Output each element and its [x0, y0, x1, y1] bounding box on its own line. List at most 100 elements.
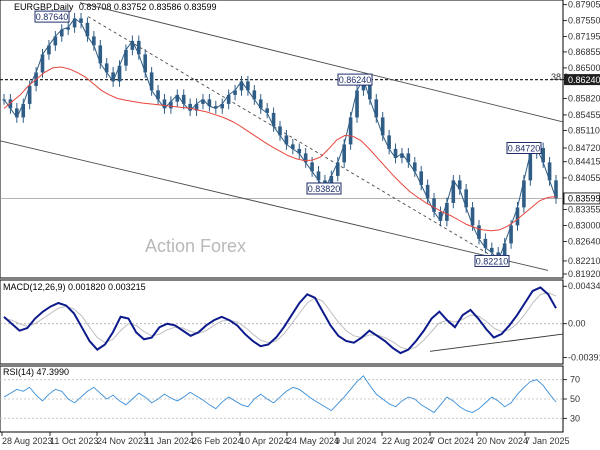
price-axis-label: 0.84055	[568, 173, 600, 183]
price-bar-body	[335, 162, 340, 176]
price-axis-label: 0.84415	[568, 157, 600, 167]
price-bar-body	[21, 103, 26, 118]
price-bar-body	[79, 18, 83, 23]
macd-panel-frame	[0, 279, 564, 365]
price-tag-text: 0.83599	[568, 194, 600, 204]
price-bar-body	[374, 99, 379, 118]
rsi-line	[3, 375, 557, 414]
price-bar-body	[66, 27, 70, 30]
price-bar-body	[85, 22, 90, 37]
price-bar-body	[522, 180, 526, 208]
price-bar-body	[59, 29, 64, 37]
channel-upper-line	[79, 2, 564, 123]
symbol-label: EURGBP,Daily	[14, 2, 74, 12]
price-axis-label: 0.87195	[568, 32, 600, 42]
price-axis-label: 0.81920	[568, 269, 600, 279]
price-axis-label: 0.82640	[568, 237, 600, 247]
macd-panel: MACD(12,26,9) 0.001820 0.003215	[0, 279, 564, 365]
price-bar-body	[355, 90, 359, 118]
price-bar-body	[278, 126, 282, 136]
price-bar-body	[175, 94, 180, 102]
rsi-axis-label: 30	[570, 413, 580, 423]
x-axis-label: 7 Oct 2024	[430, 436, 474, 446]
level-label-text: 0.83820	[308, 184, 341, 194]
x-axis-label: 20 Nov 2024	[477, 436, 528, 446]
price-bar-body	[136, 40, 141, 55]
price-bar-body	[252, 90, 257, 100]
level-label-box	[506, 142, 542, 154]
price-bar-body	[265, 108, 269, 113]
price-bar-body	[207, 99, 212, 107]
price-bar-body	[149, 72, 154, 91]
price-bar-body	[72, 18, 77, 28]
price-axis-label: 0.86855	[568, 47, 600, 57]
price-panel-frame	[0, 0, 564, 279]
price-bar-body	[342, 144, 346, 163]
level-label: 0.84720	[506, 142, 542, 154]
level-label: 0.82210	[474, 254, 510, 267]
price-panel-title: EURGBP,Daily 0.83708 0.83752 0.83586 0.8…	[14, 2, 217, 12]
x-axis-label: 11 Jan 2024	[145, 436, 194, 446]
price-axis-label: 0.82210	[568, 256, 600, 266]
price-bar-body	[92, 36, 96, 46]
macd-panel-title: MACD(12,26,9) 0.001820 0.003215	[3, 282, 146, 292]
x-axis-label: 11 Oct 2023	[50, 436, 98, 446]
price-bar-body	[515, 207, 520, 226]
macd-signal-line	[3, 292, 557, 351]
price-tag-bg	[563, 192, 600, 205]
level-label-text: 0.87640	[36, 12, 69, 22]
price-bar-body	[528, 153, 533, 181]
price-bar-body	[233, 90, 237, 95]
price-bar-body	[124, 49, 128, 66]
price-axis-label: 0.83000	[568, 220, 600, 230]
price-bar-body	[239, 81, 244, 91]
price-bar-body	[554, 180, 558, 199]
price-bar-body	[387, 135, 391, 149]
price-bar-body	[181, 94, 186, 104]
level-label-text: 0.84720	[508, 143, 541, 153]
price-axis-label: 0.85455	[568, 110, 600, 120]
x-axis-label: 28 Aug 2023	[2, 436, 53, 446]
price-bar-body	[226, 94, 231, 104]
price-bar-body	[194, 103, 199, 111]
level-label-box	[474, 254, 510, 267]
price-bar-body	[451, 180, 456, 203]
price-bar-body	[470, 207, 475, 226]
price-bar-body	[419, 171, 424, 185]
macd-axis-label: -0.003916	[568, 353, 600, 363]
level-label: 0.86240	[337, 73, 373, 86]
level-label-text: 0.82210	[476, 256, 509, 266]
price-bar-body	[162, 99, 167, 109]
price-bar-body	[509, 225, 513, 244]
price-tag-bg	[564, 74, 600, 86]
x-axis-label: 9 Jul 2024	[335, 436, 377, 446]
price-bar-body	[27, 85, 32, 104]
price-bar-body	[169, 101, 173, 109]
level-label: 0.87640	[34, 10, 70, 23]
price-bar-body	[348, 117, 353, 145]
price-bar-body	[445, 202, 449, 221]
rsi-panel-title: RSI(14) 47.3990	[3, 367, 69, 377]
price-bar-body	[432, 198, 436, 212]
trend-dashed-line	[87, 16, 506, 265]
price-axis-label: 0.86500	[568, 63, 600, 73]
price-bar-body	[316, 171, 321, 181]
price-bar-body	[117, 65, 122, 82]
price-axis-label: 0.85820	[568, 94, 600, 104]
price-bar-body	[98, 45, 103, 64]
price-bar-body	[201, 99, 205, 104]
x-axis-label: 24 Nov 2023	[97, 436, 148, 446]
price-bar-body	[188, 103, 192, 111]
price-close-line	[3, 17, 557, 262]
price-bar-body	[400, 153, 404, 158]
price-bar-body	[483, 238, 488, 248]
x-axis-label: 10 Apr 2024	[240, 436, 289, 446]
watermark: Action Forex	[145, 236, 246, 256]
price-bar-body	[502, 243, 507, 261]
price-bar-body	[393, 148, 398, 158]
price-bar-body	[104, 63, 109, 73]
price-axis-label: 0.83355	[568, 204, 600, 214]
